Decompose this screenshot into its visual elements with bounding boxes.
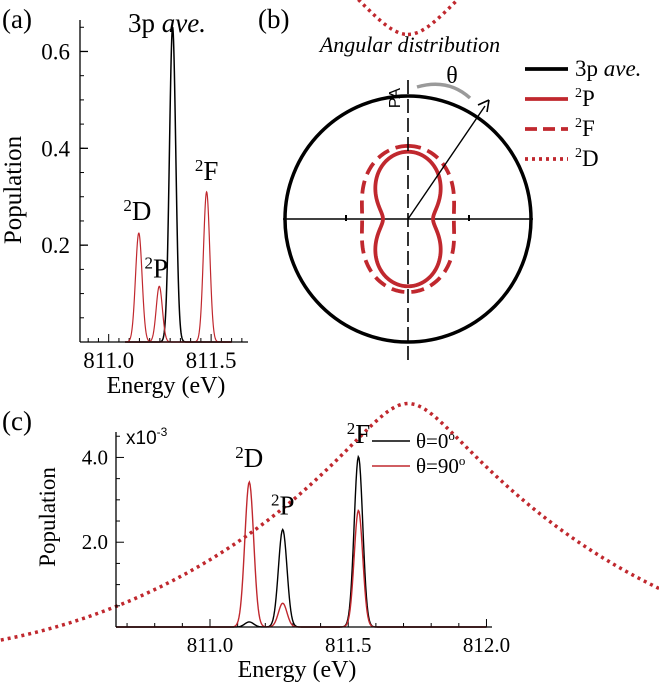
peak-label-p: 2P bbox=[144, 254, 168, 284]
radius-vector-arrowhead-icon bbox=[477, 99, 490, 113]
x-tick-label: 811.0 bbox=[83, 348, 134, 373]
peak-label-f: 2F bbox=[347, 419, 371, 449]
peak-label-d: 2D bbox=[123, 196, 151, 226]
panel-a-ylabel: Population bbox=[0, 135, 27, 244]
y-tick-label: 2.0 bbox=[82, 530, 108, 554]
panel-a-title: 3p ave. bbox=[128, 8, 206, 38]
panel-c-xlabel: Energy (eV) bbox=[238, 657, 357, 683]
peak-label-f: 2F bbox=[195, 156, 219, 186]
panel-c-annotations: 2D 2P 2F bbox=[235, 419, 370, 521]
legend-label: 3p ave. bbox=[575, 56, 641, 81]
radius-vector-arrow bbox=[407, 105, 486, 220]
polar-pa-label: PA bbox=[387, 88, 404, 108]
polar-legend: 3p ave. 2P 2F 2D bbox=[525, 56, 641, 171]
peak-label-d: 2D bbox=[235, 443, 263, 473]
peak-label-p: 2P bbox=[271, 491, 295, 521]
panel-a: (a) 3p ave. Population Energy (eV) 0.20.… bbox=[0, 4, 248, 399]
polar-curve-2f bbox=[359, 144, 457, 294]
panel-a-label: (a) bbox=[2, 4, 32, 34]
series-theta-0 bbox=[116, 454, 487, 628]
panel-c-curves bbox=[116, 454, 487, 628]
legend-label: 2P bbox=[575, 86, 595, 111]
legend-label: θ=0o bbox=[416, 428, 455, 453]
panel-c: (c) x10-3 Population Energy (eV) 2.0 4.0 8… bbox=[2, 406, 510, 683]
panel-a-xlabel: Energy (eV) bbox=[107, 373, 226, 399]
polar-curves bbox=[0, 0, 659, 642]
panel-b-label: (b) bbox=[258, 4, 289, 34]
panel-c-label: (c) bbox=[2, 406, 32, 436]
y-tick-label: 0.2 bbox=[41, 233, 70, 258]
legend-label: θ=90o bbox=[416, 453, 465, 478]
polar-curve-2p bbox=[373, 149, 443, 289]
y-tick-label: 0.6 bbox=[41, 39, 70, 64]
panel-c-ylabel: Population bbox=[35, 467, 60, 567]
panel-c-multiplier: x10-3 bbox=[126, 425, 168, 449]
y-tick-label: 4.0 bbox=[82, 445, 108, 469]
y-tick-label: 0.4 bbox=[41, 136, 70, 161]
panel-a-annotations: 2D 2P 2F bbox=[123, 156, 218, 284]
x-tick-label: 811.0 bbox=[187, 633, 233, 657]
series-theta-90 bbox=[116, 480, 487, 628]
legend-label: 2F bbox=[575, 116, 595, 141]
x-tick-label: 811.5 bbox=[186, 348, 237, 373]
panel-b: (b) Angular distribution PA θ 3p ave.2P2… bbox=[0, 0, 659, 642]
legend-label: 2D bbox=[575, 146, 599, 171]
panel-a-ticks: 0.2 0.4 0.6 811.0 811.5 bbox=[41, 26, 243, 373]
x-tick-label: 812.0 bbox=[463, 633, 510, 657]
x-tick-label: 811.5 bbox=[325, 633, 371, 657]
panel-c-legend: θ=0oθ=90o bbox=[372, 428, 465, 478]
theta-arc-icon bbox=[416, 82, 472, 100]
theta-label: θ bbox=[446, 63, 458, 89]
